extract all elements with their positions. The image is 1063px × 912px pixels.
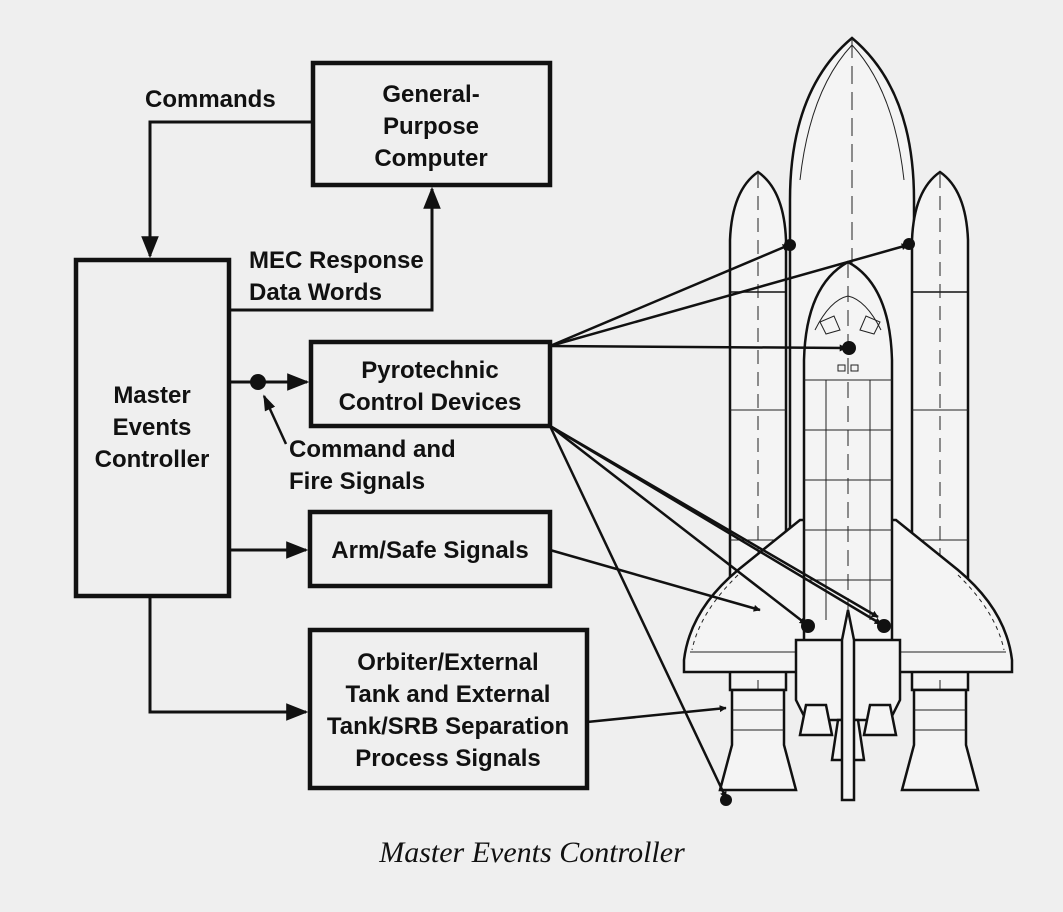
right-srb-nozzle (900, 688, 980, 792)
gpc-box-line-1: General- (382, 81, 479, 108)
pyro-signal-lines (548, 243, 909, 799)
arm-safe-signal-line (549, 548, 761, 612)
pyro-box: Pyrotechnic Control Devices (308, 339, 553, 429)
command-fire-label-line-2: Fire Signals (289, 468, 425, 495)
figure-caption: Master Events Controller (378, 836, 685, 869)
left-srb-nozzle (718, 688, 798, 792)
separation-box-line-1: Orbiter/External (357, 649, 538, 676)
gpc-box-line-2: Purpose (383, 113, 479, 140)
mec-box-line-1: Master (113, 382, 190, 409)
arm-safe-box: Arm/Safe Signals (307, 509, 553, 589)
vertical-tail (840, 609, 856, 802)
mec-response-label-line-2: Data Words (249, 279, 382, 306)
command-fire-leader (262, 394, 288, 445)
separation-box-line-3: Tank/SRB Separation (327, 713, 569, 740)
gpc-box-line-3: Computer (374, 145, 487, 172)
signal-junction-dot (250, 374, 266, 390)
space-shuttle-illustration (682, 36, 1014, 802)
separation-box-line-2: Tank and External (346, 681, 551, 708)
mec-response-connector (229, 186, 441, 312)
mec-box-line-3: Controller (95, 446, 210, 473)
pyro-box-line-2: Control Devices (339, 389, 522, 416)
mec-to-separation-connector (148, 596, 309, 721)
commands-label: Commands (145, 86, 276, 113)
mec-box-line-2: Events (113, 414, 192, 441)
separation-box-line-4: Process Signals (355, 745, 540, 772)
main-engine-left (798, 703, 834, 737)
pyro-box-line-1: Pyrotechnic (361, 357, 498, 384)
command-fire-label-line-1: Command and (289, 436, 456, 463)
separation-signal-line (586, 705, 727, 724)
gpc-box: General- Purpose Computer (310, 60, 553, 188)
arm-safe-box-label: Arm/Safe Signals (331, 537, 528, 564)
main-engine-right (862, 703, 898, 737)
mec-box: Master Events Controller (73, 257, 232, 599)
vehicle-attach-points (720, 238, 915, 806)
separation-box: Orbiter/External Tank and External Tank/… (307, 627, 590, 791)
commands-connector (141, 120, 313, 259)
mec-response-label-line-1: MEC Response (249, 247, 424, 274)
